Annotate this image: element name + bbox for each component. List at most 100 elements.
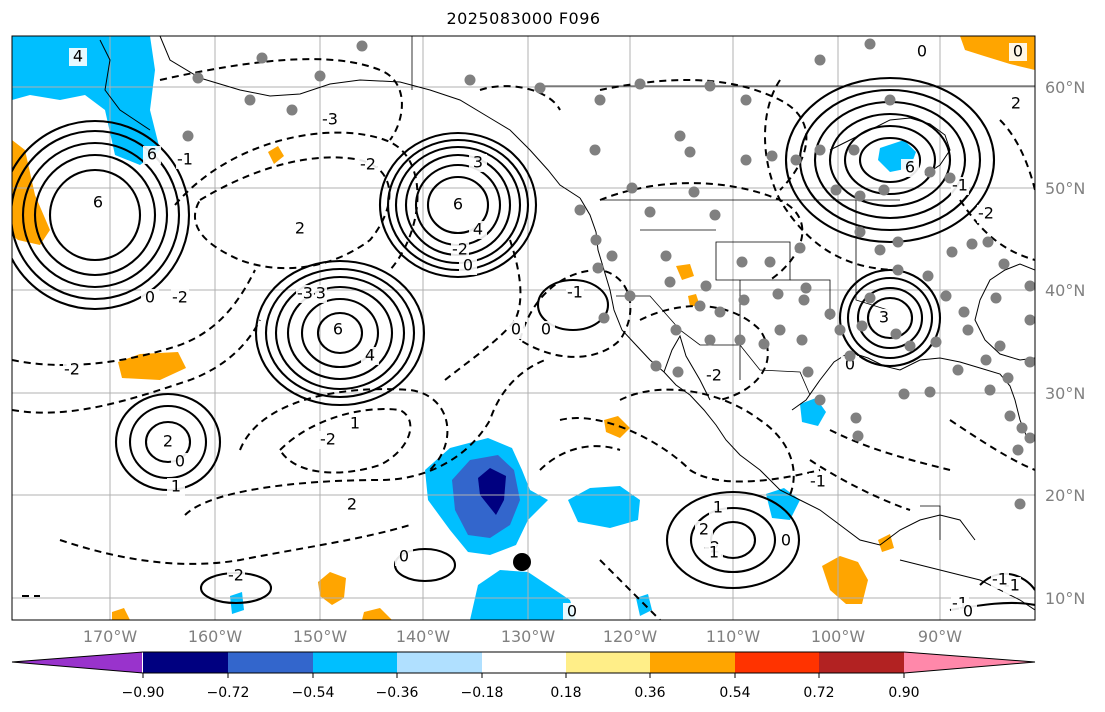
coastlines: [99, 36, 1035, 611]
colorbar-tick-label: −0.36: [376, 685, 419, 701]
station-dot: [834, 324, 846, 336]
contour-label: 0: [963, 602, 973, 621]
station-dot: [878, 184, 890, 196]
station-dot: [598, 312, 610, 324]
lat-tick-label: 60°N: [1045, 78, 1085, 97]
station-dot: [798, 294, 810, 306]
contour-label: -1: [952, 176, 968, 195]
contour-label: -2: [360, 155, 376, 174]
lon-tick-label: 100°W: [811, 627, 866, 646]
contour-label: -2: [706, 366, 722, 385]
contour-label: 1: [171, 477, 181, 496]
station-dot: [998, 258, 1010, 270]
station-dot: [624, 290, 636, 302]
station-dot: [830, 184, 842, 196]
contour-label: 0: [845, 355, 855, 374]
station-dot: [990, 292, 1002, 304]
lon-tick-label: 90°W: [918, 627, 962, 646]
contour-label: 0: [175, 452, 185, 471]
lon-tick-label: 150°W: [293, 627, 348, 646]
station-dot: [946, 246, 958, 258]
station-dot: [1002, 372, 1014, 384]
contour-label: 2: [1011, 94, 1021, 113]
colorbar-segment: [397, 652, 482, 673]
colorbar-tick-label: −0.18: [461, 685, 504, 701]
shade-region: [268, 146, 284, 164]
contour-label: 0: [511, 320, 521, 339]
station-dot: [952, 364, 964, 376]
station-dot: [824, 308, 836, 320]
station-dot: [864, 292, 876, 304]
plot-frame: [11, 35, 1036, 621]
station-dot: [356, 40, 368, 52]
station-dot: [856, 320, 868, 332]
station-dot: [790, 154, 802, 166]
contour-label: 4: [473, 220, 483, 239]
political-borders: [411, 36, 1035, 540]
contour-label: 0: [567, 602, 577, 621]
lat-tick-label: 50°N: [1045, 179, 1085, 198]
contour-label: 0: [463, 256, 473, 275]
station-dot: [848, 144, 860, 156]
station-dot: [774, 324, 786, 336]
colorbar-tick-label: −0.54: [292, 685, 335, 701]
lat-tick-label: 30°N: [1045, 384, 1085, 403]
contour-label: 2: [699, 520, 709, 539]
colorbar-tick-label: 0.18: [550, 685, 581, 701]
station-dot: [590, 234, 602, 246]
shade-region: [568, 486, 640, 528]
station-dot: [256, 52, 268, 64]
station-dot: [1024, 356, 1035, 368]
colorbar-tick-label: 0.36: [634, 685, 665, 701]
colorbar-segment: [313, 652, 397, 673]
lat-tick-label: 40°N: [1045, 281, 1085, 300]
station-dot: [924, 166, 936, 178]
station-dot: [994, 340, 1006, 352]
contour-label: 6: [905, 158, 915, 177]
station-dot: [644, 206, 656, 218]
shade-region: [318, 572, 346, 605]
station-dot: [1012, 444, 1024, 456]
colorbar-segment: [819, 652, 904, 673]
colorbar-tick-label: −0.90: [122, 685, 165, 701]
map-title: 2025083000 F096: [446, 9, 601, 28]
station-dot: [664, 276, 676, 288]
station-dot: [930, 336, 942, 348]
station-dot: [962, 324, 974, 336]
colorbar-tick-label: −0.72: [207, 685, 250, 701]
station-dot: [714, 306, 726, 318]
shade-region: [470, 570, 576, 620]
shade-region: [878, 534, 894, 552]
station-dot: [626, 182, 638, 194]
station-dot: [966, 238, 978, 250]
station-dot: [766, 150, 778, 162]
station-dot: [958, 306, 970, 318]
shade-region: [12, 36, 160, 165]
station-dot: [852, 430, 864, 442]
station-dot: [758, 338, 770, 350]
station-dot: [589, 144, 601, 156]
station-dot: [884, 94, 896, 106]
contour-label: 0: [399, 547, 409, 566]
contour-label: 0: [541, 320, 551, 339]
shade-region: [822, 556, 868, 604]
station-dot: [892, 264, 904, 276]
station-dot: [890, 328, 902, 340]
contour-label: -2: [320, 430, 336, 449]
lon-tick-label: 130°W: [501, 627, 556, 646]
colorbar-segment: [566, 652, 650, 673]
contour-label: 0: [781, 531, 791, 550]
contour-label: -2: [452, 240, 468, 259]
contour-label: -3: [310, 284, 326, 303]
map-plot: 466 -10 -22-3-3364-20-2-364-10-20-2120120-…: [12, 36, 1035, 621]
contour-label: 6: [93, 193, 103, 212]
station-dot: [740, 94, 752, 106]
lon-tick-label: 160°W: [188, 627, 243, 646]
station-dot: [874, 244, 886, 256]
colorbar: −0.90 −0.72 −0.54 −0.36 −0.18 0.18 0.36 0.54 0.7…: [11, 651, 1036, 701]
station-dot: [814, 144, 826, 156]
contour-label: 2: [347, 495, 357, 514]
contour-label: -3: [297, 284, 313, 303]
contour-label: 6: [333, 320, 343, 339]
station-dot: [944, 172, 956, 184]
